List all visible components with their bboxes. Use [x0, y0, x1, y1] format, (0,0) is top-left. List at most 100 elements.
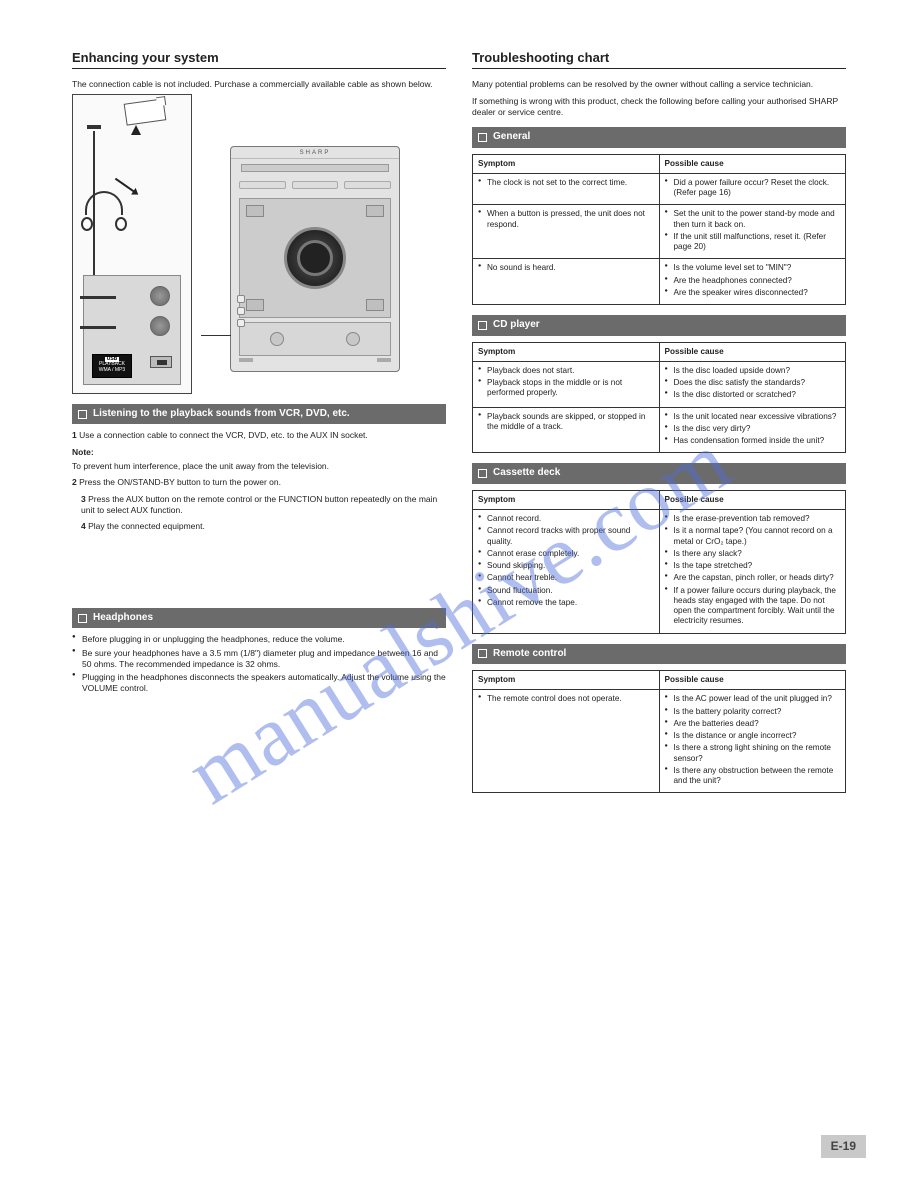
right-title: Troubleshooting chart: [472, 50, 846, 69]
list-item: When a button is pressed, the unit does …: [478, 209, 654, 230]
table-row: No sound is heard. Is the volume level s…: [473, 259, 846, 305]
portable-player-icon: [124, 98, 167, 125]
list-item: No sound is heard.: [478, 263, 654, 273]
page: Enhancing your system The connection cab…: [0, 0, 918, 839]
usb-label-box: USB PLAYBACK WMA / MP3: [92, 354, 132, 378]
step-3-num: 3: [81, 494, 86, 504]
list-item: Sound fluctuation.: [478, 586, 654, 596]
list-item: Is the AC power lead of the unit plugged…: [665, 694, 841, 704]
volume-dial-icon: [284, 227, 346, 289]
list-item: Are the headphones connected?: [665, 276, 841, 286]
side-jack-2-icon: [237, 307, 245, 315]
side-jack-1-icon: [237, 295, 245, 303]
side-jack-3-icon: [237, 319, 245, 327]
bar-square-icon: [478, 133, 487, 142]
bar-square-icon: [478, 321, 487, 330]
th-cause: Possible cause: [659, 490, 846, 509]
th-symptom: Symptom: [473, 490, 660, 509]
list-item: Cannot remove the tape.: [478, 598, 654, 608]
list-item: If the unit still malfunctions, reset it…: [665, 232, 841, 253]
group-cd-title: CD player: [493, 319, 540, 332]
left-column: Enhancing your system The connection cab…: [72, 50, 446, 799]
list-item: Playback sounds are skipped, or stopped …: [478, 412, 654, 433]
group-general-title: General: [493, 131, 530, 144]
step-2: 2 Press the ON/STAND-BY button to turn t…: [72, 477, 446, 488]
group-general-bar: General: [472, 127, 846, 148]
list-item: Be sure your headphones have a 3.5 mm (1…: [72, 648, 446, 669]
group-remote-title: Remote control: [493, 648, 566, 661]
table-row: Playback sounds are skipped, or stopped …: [473, 407, 846, 453]
list-item: Cannot hear treble.: [478, 573, 654, 583]
brand-label: SHARP: [231, 147, 399, 159]
left-title: Enhancing your system: [72, 50, 446, 69]
list-item: Is the distance or angle incorrect?: [665, 731, 841, 741]
right-lead-1: Many potential problems can be resolved …: [472, 79, 846, 90]
step-1: 1 Use a connection cable to connect the …: [72, 430, 446, 441]
left-section-2-bar: Headphones: [72, 608, 446, 629]
illustration-main: SHARP: [200, 94, 446, 394]
list-item: Does the disc satisfy the standards?: [665, 378, 841, 388]
right-column: Troubleshooting chart Many potential pro…: [472, 50, 846, 799]
list-item: The clock is not set to the correct time…: [478, 178, 654, 188]
group-cassette-table: Symptom Possible cause Cannot record. Ca…: [472, 490, 846, 634]
step-4-num: 4: [81, 521, 86, 531]
step-1-text: Use a connection cable to connect the VC…: [79, 430, 368, 440]
th-cause: Possible cause: [659, 342, 846, 361]
usb-label-3: WMA / MP3: [99, 367, 125, 373]
list-item: Are the batteries dead?: [665, 719, 841, 729]
table-row: When a button is pressed, the unit does …: [473, 205, 846, 259]
arrow-up-icon: [131, 125, 141, 135]
list-item: Did a power failure occur? Reset the clo…: [665, 178, 841, 199]
aux-in-jack-icon: [150, 286, 170, 306]
list-item: Is the disc loaded upside down?: [665, 366, 841, 376]
list-item: Cannot record.: [478, 514, 654, 524]
step-4: 4 Play the connected equipment.: [72, 521, 446, 532]
group-cassette-bar: Cassette deck: [472, 463, 846, 484]
list-item: Is the battery polarity correct?: [665, 707, 841, 717]
table-row: Symptom Possible cause: [473, 490, 846, 509]
list-item: Sound skipping.: [478, 561, 654, 571]
step-3-text: Press the AUX button on the remote contr…: [81, 494, 437, 515]
list-item: Is the volume level set to "MIN"?: [665, 263, 841, 273]
bar-square-icon: [478, 649, 487, 658]
mini-plug-icon: [87, 125, 101, 129]
left-section-1-bar: Listening to the playback sounds from VC…: [72, 404, 446, 425]
list-item: Is the disc distorted or scratched?: [665, 390, 841, 400]
list-item: Is it a normal tape? (You cannot record …: [665, 526, 841, 547]
list-item: Playback stops in the middle or is not p…: [478, 378, 654, 399]
bar-square-icon: [78, 410, 87, 419]
left-section-1-title: Listening to the playback sounds from VC…: [93, 408, 350, 421]
list-item: Has condensation formed inside the unit?: [665, 436, 841, 446]
list-item: Before plugging in or unplugging the hea…: [72, 634, 446, 645]
th-cause: Possible cause: [659, 154, 846, 173]
main-unit-drawing: SHARP: [230, 146, 400, 372]
illustration: USB PLAYBACK WMA / MP3 SHARP: [72, 94, 446, 394]
bar-square-icon: [78, 614, 87, 623]
left-section-2-title: Headphones: [93, 612, 153, 625]
table-row: Symptom Possible cause: [473, 671, 846, 690]
table-row: The remote control does not operate. Is …: [473, 690, 846, 793]
list-item: Are the speaker wires disconnected?: [665, 288, 841, 298]
cd-slot-icon: [241, 164, 389, 172]
group-cassette-title: Cassette deck: [493, 467, 560, 480]
headphone-bullets: Before plugging in or unplugging the hea…: [72, 634, 446, 693]
illustration-inset: USB PLAYBACK WMA / MP3: [72, 94, 192, 394]
group-cd-table: Symptom Possible cause Playback does not…: [472, 342, 846, 454]
left-lead: The connection cable is not included. Pu…: [72, 79, 446, 90]
list-item: Is there any obstruction between the rem…: [665, 766, 841, 787]
list-item: Cannot record tracks with proper sound q…: [478, 526, 654, 547]
list-item: Is there any slack?: [665, 549, 841, 559]
th-cause: Possible cause: [659, 671, 846, 690]
cassette-door-icon: [239, 322, 391, 356]
plug-phones-icon: [80, 326, 116, 329]
list-item: Playback does not start.: [478, 366, 654, 376]
page-number: E-19: [821, 1135, 866, 1158]
th-symptom: Symptom: [473, 671, 660, 690]
table-row: The clock is not set to the correct time…: [473, 173, 846, 205]
list-item: Is there a strong light shining on the r…: [665, 743, 841, 764]
phones-jack-icon: [150, 316, 170, 336]
bar-square-icon: [478, 469, 487, 478]
right-lead-2: If something is wrong with this product,…: [472, 96, 846, 117]
step-4-text: Play the connected equipment.: [88, 521, 205, 531]
list-item: Are the capstan, pinch roller, or heads …: [665, 573, 841, 583]
